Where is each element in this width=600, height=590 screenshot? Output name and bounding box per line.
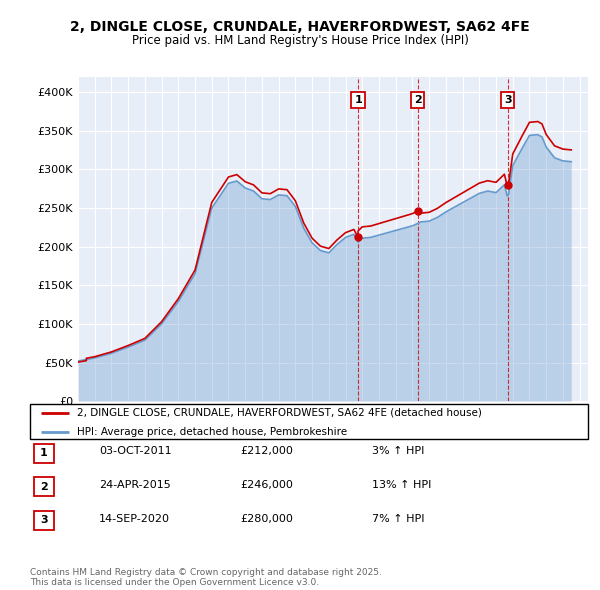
Text: Price paid vs. HM Land Registry's House Price Index (HPI): Price paid vs. HM Land Registry's House … xyxy=(131,34,469,47)
Text: 2, DINGLE CLOSE, CRUNDALE, HAVERFORDWEST, SA62 4FE: 2, DINGLE CLOSE, CRUNDALE, HAVERFORDWEST… xyxy=(70,19,530,34)
Text: 24-APR-2015: 24-APR-2015 xyxy=(99,480,171,490)
Text: 7% ↑ HPI: 7% ↑ HPI xyxy=(372,514,425,523)
Text: 3: 3 xyxy=(504,95,512,105)
Text: This data is licensed under the Open Government Licence v3.0.: This data is licensed under the Open Gov… xyxy=(30,578,319,588)
Text: 1: 1 xyxy=(40,448,47,458)
Text: £212,000: £212,000 xyxy=(240,447,293,456)
FancyBboxPatch shape xyxy=(30,404,588,439)
Text: 3: 3 xyxy=(40,516,47,525)
Text: 13% ↑ HPI: 13% ↑ HPI xyxy=(372,480,431,490)
Text: 2: 2 xyxy=(414,95,422,105)
Text: 1: 1 xyxy=(354,95,362,105)
Text: £246,000: £246,000 xyxy=(240,480,293,490)
FancyBboxPatch shape xyxy=(34,511,53,530)
Text: 3% ↑ HPI: 3% ↑ HPI xyxy=(372,447,424,456)
FancyBboxPatch shape xyxy=(34,477,53,496)
Text: £280,000: £280,000 xyxy=(240,514,293,523)
Text: 2: 2 xyxy=(40,482,47,491)
Text: 03-OCT-2011: 03-OCT-2011 xyxy=(99,447,172,456)
FancyBboxPatch shape xyxy=(34,444,53,463)
Text: 14-SEP-2020: 14-SEP-2020 xyxy=(99,514,170,523)
Text: HPI: Average price, detached house, Pembrokeshire: HPI: Average price, detached house, Pemb… xyxy=(77,427,347,437)
Text: Contains HM Land Registry data © Crown copyright and database right 2025.: Contains HM Land Registry data © Crown c… xyxy=(30,568,382,577)
Text: 2, DINGLE CLOSE, CRUNDALE, HAVERFORDWEST, SA62 4FE (detached house): 2, DINGLE CLOSE, CRUNDALE, HAVERFORDWEST… xyxy=(77,408,482,418)
